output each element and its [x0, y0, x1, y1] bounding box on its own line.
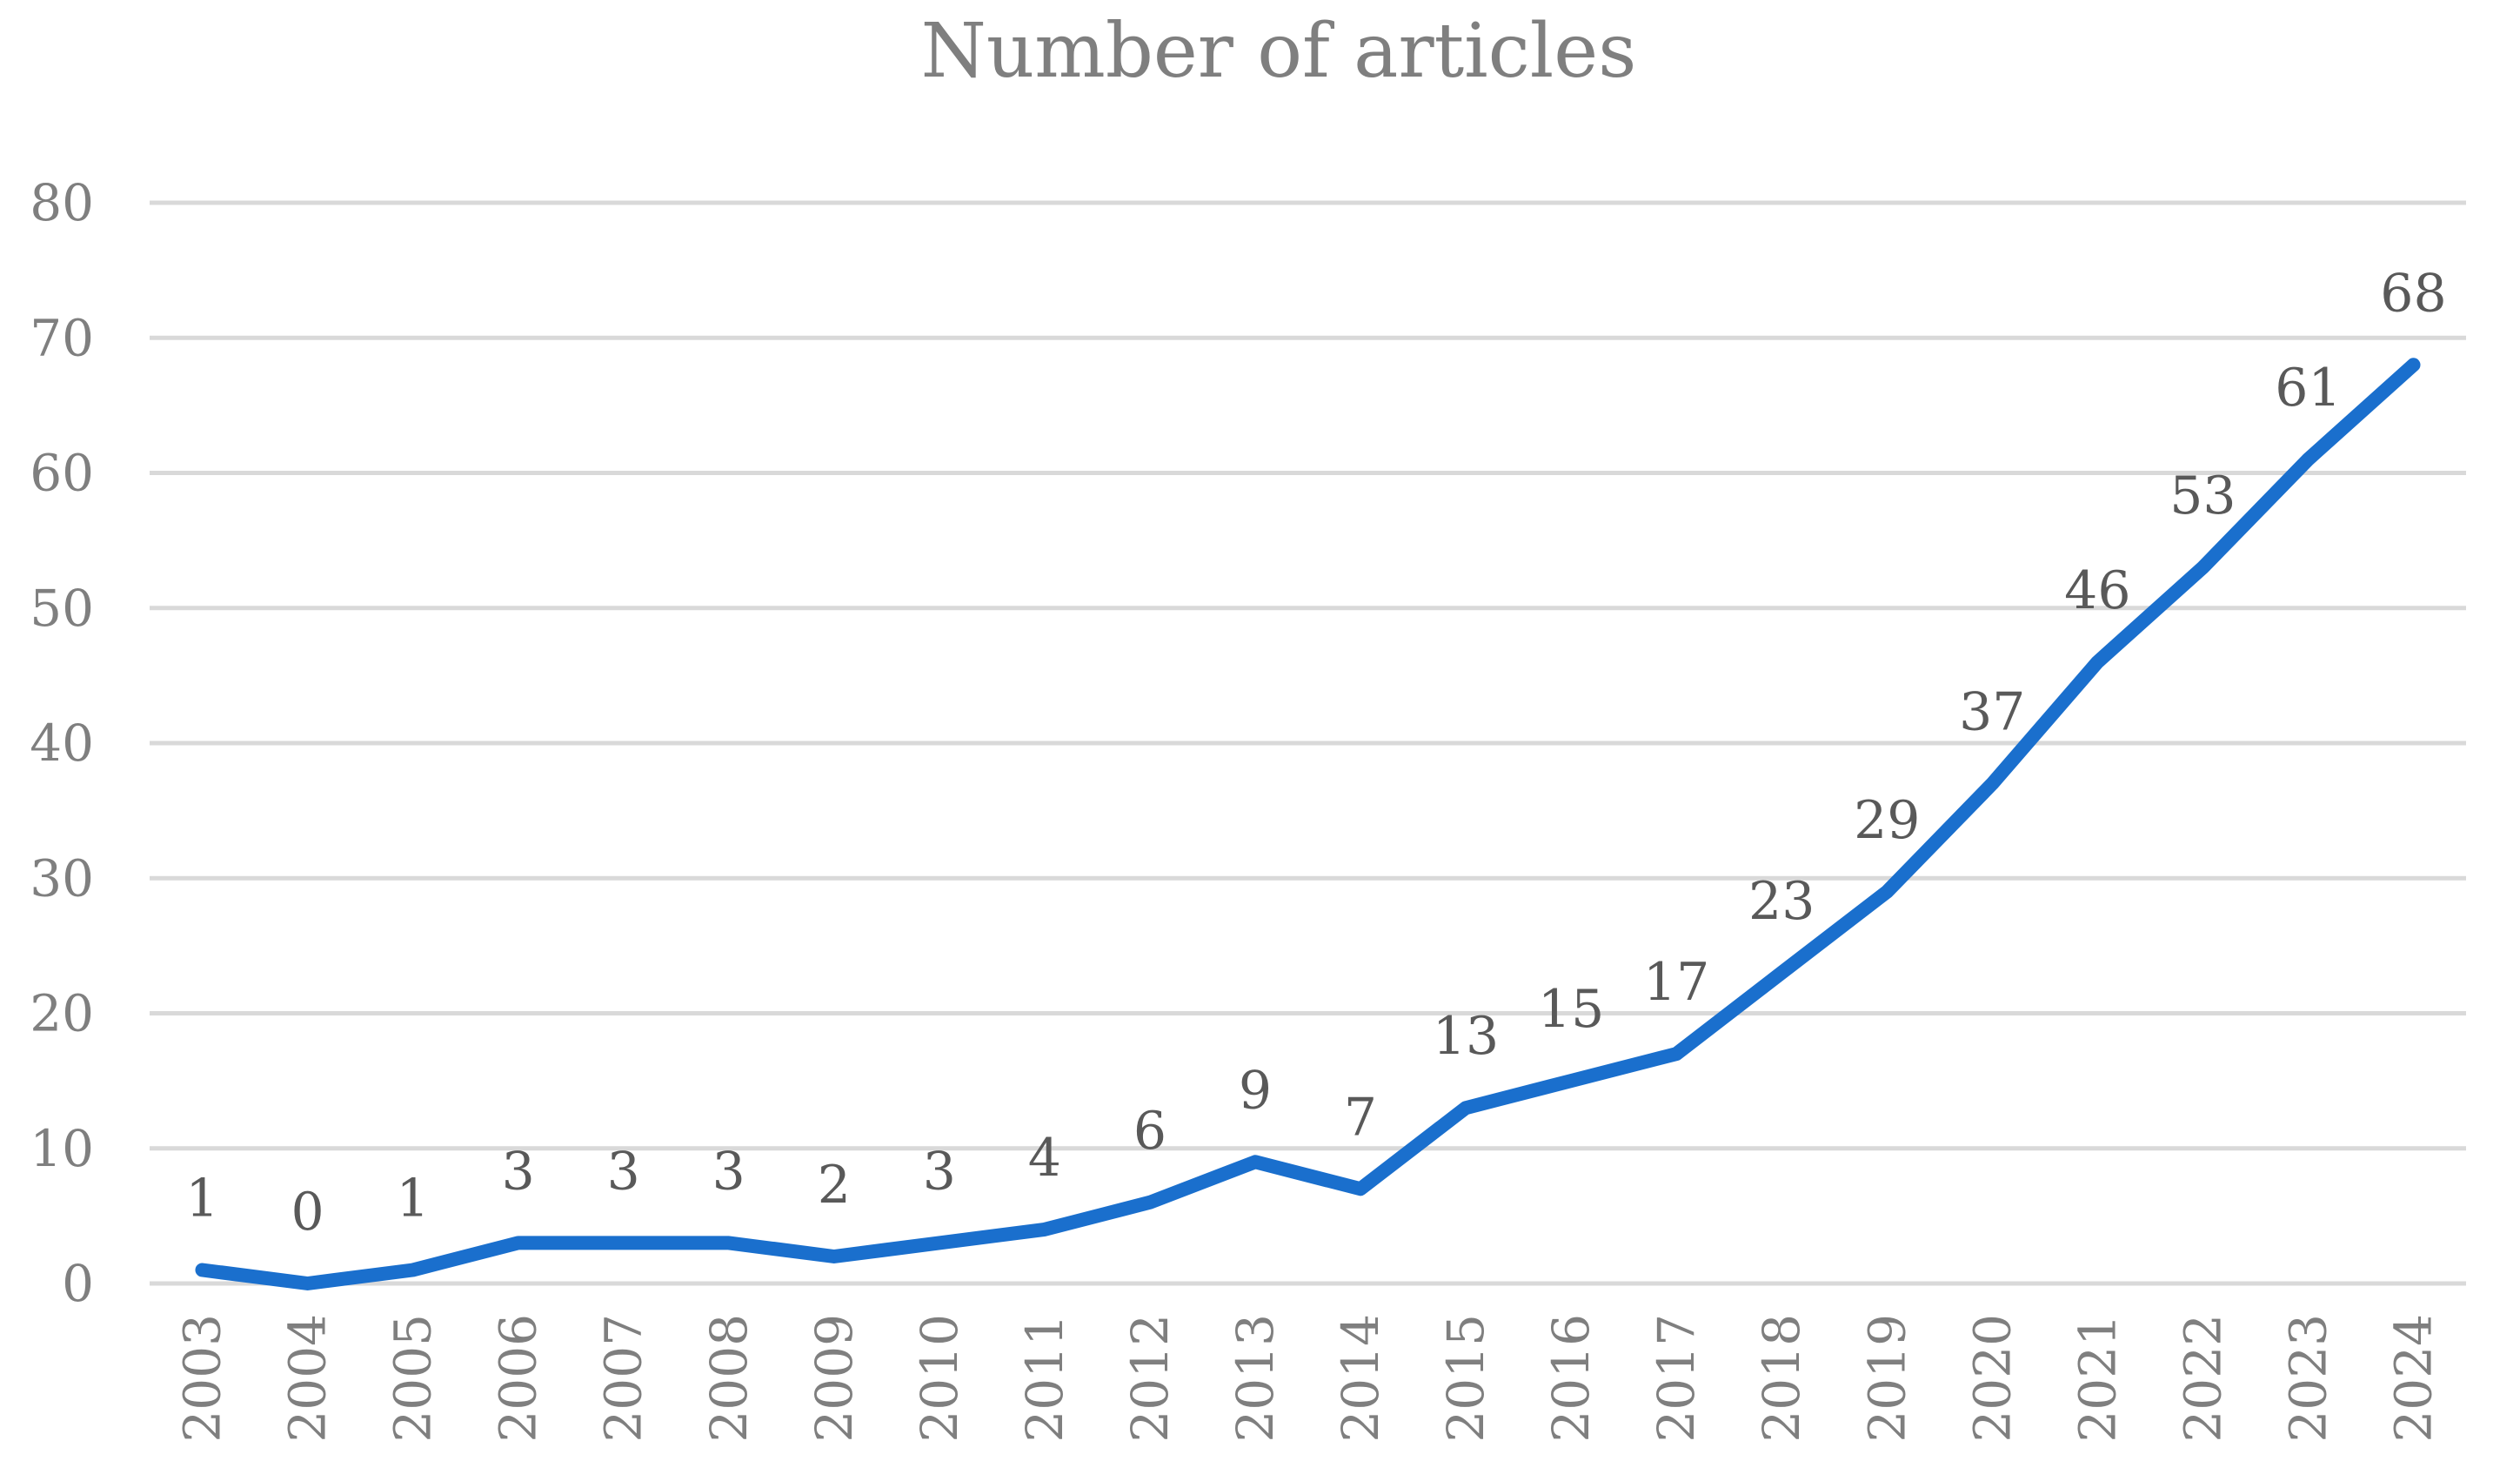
- gridlines: [150, 200, 2466, 1286]
- series-line: [195, 358, 2421, 1290]
- y-tick-label: 70: [30, 308, 94, 367]
- x-tick-label: 2024: [2383, 1314, 2443, 1443]
- x-tick-label: 2015: [1436, 1314, 1495, 1443]
- data-label: 13: [1433, 1006, 1499, 1067]
- x-tick-label: 2011: [1015, 1314, 1074, 1443]
- data-label: 29: [1854, 790, 1920, 851]
- x-tick-label: 2019: [1857, 1314, 1916, 1443]
- data-label: 37: [1959, 682, 2025, 743]
- data-label: 61: [2275, 358, 2341, 419]
- x-tick-label: 2006: [489, 1314, 548, 1443]
- data-label: 1: [185, 1168, 218, 1229]
- y-axis-ticks: 0 10 20 30 40 50 60 70 80: [30, 173, 94, 1313]
- x-tick-label: 2018: [1752, 1314, 1811, 1443]
- x-tick-label: 2003: [173, 1314, 232, 1443]
- x-tick-label: 2010: [910, 1314, 969, 1443]
- data-label: 6: [1133, 1101, 1166, 1162]
- data-label: 3: [502, 1141, 535, 1202]
- x-tick-label: 2017: [1647, 1314, 1706, 1443]
- chart-title: Number of articles: [921, 8, 1637, 95]
- data-label: 4: [1028, 1128, 1061, 1189]
- x-tick-label: 2012: [1120, 1314, 1180, 1443]
- y-tick-label: 50: [30, 579, 94, 638]
- x-tick-label: 2005: [384, 1314, 443, 1443]
- x-tick-label: 2009: [805, 1314, 864, 1443]
- x-tick-label: 2022: [2173, 1314, 2232, 1443]
- data-label: 3: [712, 1141, 745, 1202]
- data-label: 3: [607, 1141, 640, 1202]
- data-label: 46: [2064, 560, 2130, 621]
- x-tick-label: 2016: [1541, 1314, 1601, 1443]
- x-tick-label: 2004: [278, 1314, 338, 1443]
- data-label: 3: [923, 1141, 956, 1202]
- x-tick-label: 2007: [594, 1314, 653, 1443]
- data-label: 0: [291, 1182, 324, 1243]
- y-tick-label: 60: [30, 444, 94, 503]
- x-tick-label: 2023: [2278, 1314, 2337, 1443]
- y-tick-label: 30: [30, 848, 94, 908]
- x-tick-label: 2021: [2068, 1314, 2127, 1443]
- x-tick-label: 2008: [699, 1314, 759, 1443]
- x-axis-ticks: 2003 2004 2005 2006 2007 2008 2009 2010 2011 2012…: [173, 1314, 2443, 1443]
- data-label: 17: [1643, 952, 1709, 1013]
- x-tick-label: 2014: [1331, 1314, 1390, 1443]
- data-label: 7: [1344, 1087, 1377, 1148]
- data-label: 2: [818, 1155, 851, 1216]
- y-tick-label: 10: [30, 1119, 94, 1178]
- data-label: 68: [2380, 263, 2446, 324]
- data-label: 15: [1538, 979, 1604, 1040]
- data-label: 1: [397, 1168, 430, 1229]
- x-tick-label: 2020: [1962, 1314, 2022, 1443]
- series-line-group: [195, 358, 2421, 1290]
- y-tick-label: 80: [30, 173, 94, 232]
- y-tick-label: 20: [30, 984, 94, 1043]
- y-tick-label: 40: [30, 714, 94, 773]
- data-label: 23: [1748, 871, 1815, 932]
- data-label: 53: [2169, 466, 2236, 526]
- x-tick-label: 2013: [1226, 1314, 1285, 1443]
- y-tick-label: 0: [62, 1254, 94, 1313]
- data-label: 9: [1239, 1060, 1272, 1121]
